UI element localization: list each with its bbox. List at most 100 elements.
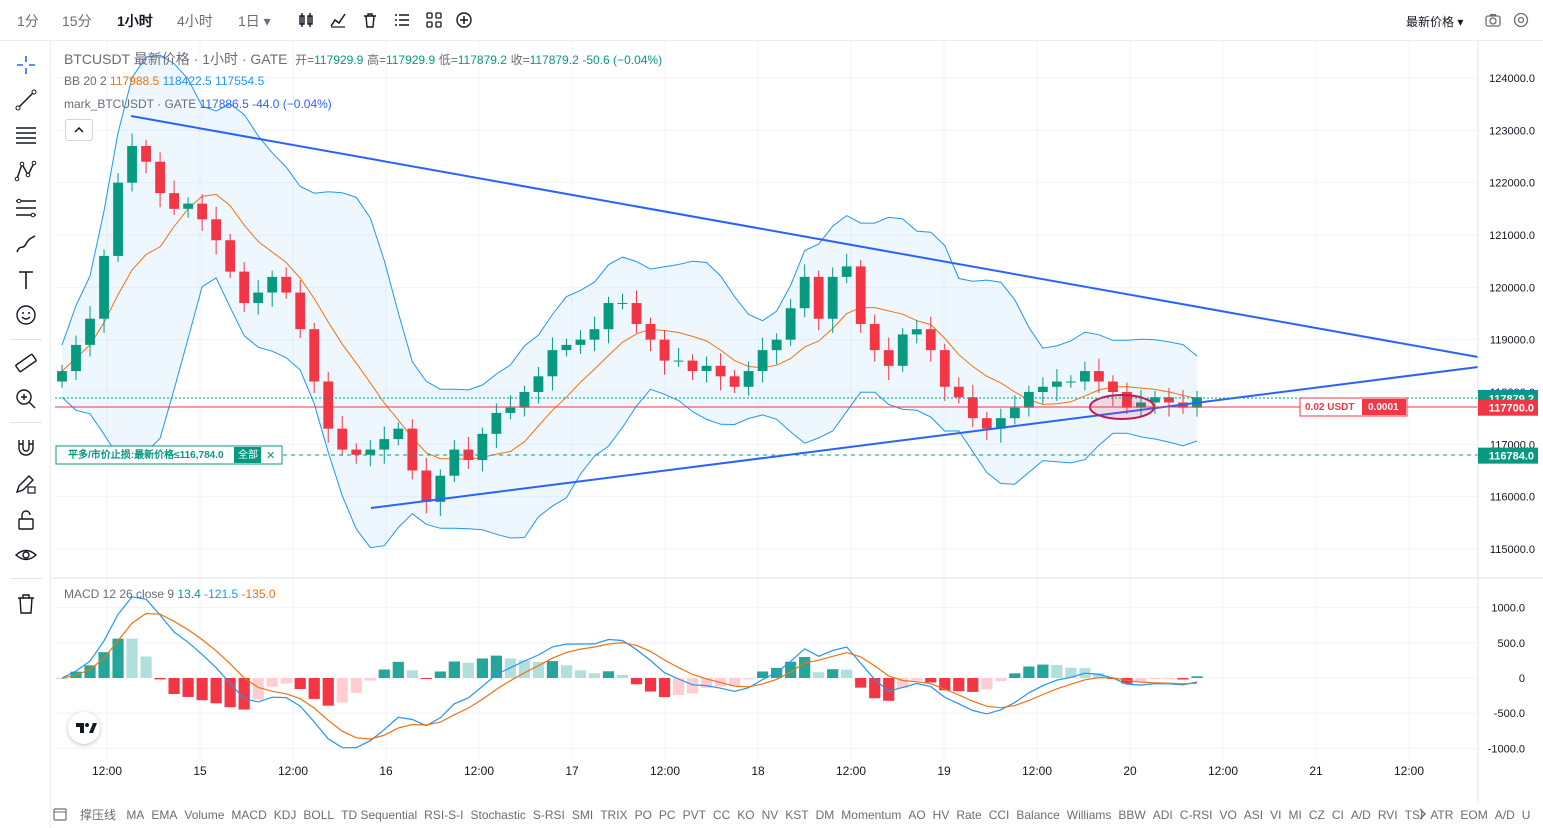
chevron-right-icon[interactable] — [1415, 807, 1429, 821]
tradingview-logo[interactable] — [68, 712, 100, 744]
magnet-icon[interactable] — [14, 436, 38, 460]
indicator-a-d[interactable]: A/D — [1494, 808, 1515, 822]
lower-trendline[interactable] — [370, 366, 1479, 509]
indicator-pc[interactable]: PC — [658, 808, 676, 822]
add-icon[interactable] — [455, 11, 473, 29]
macd-axis[interactable]: 1000.0 500.0 0 -500.0 -1000.0 — [1488, 603, 1525, 756]
indicator-mi[interactable]: MI — [1288, 808, 1302, 822]
indicator-s-rsi[interactable]: S-RSI — [532, 808, 565, 822]
indicator-macd[interactable]: MACD — [231, 808, 267, 822]
indicator-c-rsi[interactable]: C-RSI — [1179, 808, 1213, 822]
position-label[interactable]: 0.02 USDT 0.0001 — [1299, 397, 1408, 417]
macd-bar — [406, 670, 418, 678]
ruler-icon[interactable] — [14, 351, 38, 375]
fib-icon[interactable] — [14, 196, 38, 220]
layouts-icon[interactable] — [425, 11, 443, 29]
timeframe-1m[interactable]: 1分 — [17, 13, 39, 29]
indicator-bbw[interactable]: BBW — [1118, 808, 1146, 822]
eye-icon[interactable] — [14, 543, 38, 567]
price-axis[interactable]: 124000.0 123000.0 122000.0 121000.0 120000.0… — [1489, 73, 1535, 556]
indicator-trix[interactable]: TRIX — [600, 808, 628, 822]
indicator-support-resistance[interactable]: 撑压线 — [80, 808, 117, 822]
settings-icon[interactable] — [1512, 11, 1530, 29]
candle-style-icon[interactable] — [297, 11, 315, 29]
indicator-ko[interactable]: KO — [737, 808, 755, 822]
mark-price-legend[interactable]: mark_BTCUSDT · GATE 117886.5 -44.0 (−0.0… — [64, 97, 332, 111]
collapse-legend-button[interactable] — [65, 119, 93, 141]
candle-body — [211, 219, 222, 241]
delete-icon[interactable] — [361, 11, 379, 29]
indicator-balance[interactable]: Balance — [1016, 808, 1060, 822]
indicator-ema[interactable]: EMA — [151, 808, 178, 822]
trash-icon[interactable] — [14, 592, 38, 616]
symbol-title[interactable]: BTCUSDT 最新价格 · 1小时 · GATE — [64, 51, 288, 67]
timeframe-1h[interactable]: 1小时 — [117, 13, 153, 29]
indicator-cc[interactable]: CC — [712, 808, 731, 822]
indicator-kdj[interactable]: KDJ — [273, 808, 297, 822]
indicator-asi[interactable]: ASI — [1243, 808, 1264, 822]
indicator-a-d[interactable]: A/D — [1350, 808, 1371, 822]
indicator-smi[interactable]: SMI — [571, 808, 594, 822]
timeframe-4h[interactable]: 4小时 — [177, 13, 213, 29]
price-chart[interactable]: 124000.0 123000.0 122000.0 121000.0 120000.0… — [50, 41, 1543, 803]
indicator-vo[interactable]: VO — [1219, 808, 1237, 822]
indicator-williams[interactable]: Williams — [1066, 808, 1112, 822]
indicator-nv[interactable]: NV — [761, 808, 779, 822]
brush-icon[interactable] — [14, 232, 38, 256]
timeframe-15m[interactable]: 15分 — [62, 13, 92, 29]
indicator-ao[interactable]: AO — [908, 808, 926, 822]
upper-trendline[interactable] — [130, 115, 1479, 358]
list-icon[interactable] — [393, 11, 411, 29]
close-all-button[interactable] — [234, 447, 261, 463]
timeframe-1d-dropdown[interactable]: 1日 ▾ — [238, 13, 271, 29]
bb-legend[interactable]: BB 20 2 117988.5 118422.5 117554.5 — [64, 74, 264, 88]
candle-body — [1136, 402, 1146, 408]
stop-order-label[interactable]: 平多/市价止损:最新价格≤116,784.0 全部 ✕ — [55, 445, 283, 465]
lock-drawing-icon[interactable] — [14, 472, 38, 496]
indicator-rate[interactable]: Rate — [956, 808, 982, 822]
indicator-pvt[interactable]: PVT — [682, 808, 706, 822]
lock-icon[interactable] — [14, 508, 38, 532]
indicator-adi[interactable]: ADI — [1152, 808, 1173, 822]
macd-bar — [841, 669, 853, 678]
indicators-icon[interactable] — [329, 11, 347, 29]
time-axis[interactable]: 12:00 15 12:00 16 12:00 17 12:00 18 12:00 19 12:00… — [92, 764, 1424, 778]
indicator-u[interactable]: U — [1521, 808, 1531, 822]
indicator-momentum[interactable]: Momentum — [841, 808, 902, 822]
indicator-kst[interactable]: KST — [785, 808, 809, 822]
trendline-icon[interactable] — [14, 88, 38, 112]
macd-legend[interactable]: MACD 12 26 close 9 13.4 -121.5 -135.0 — [64, 587, 276, 601]
zoom-icon[interactable] — [14, 387, 38, 411]
indicator-dm[interactable]: DM — [815, 808, 835, 822]
text-icon[interactable] — [14, 268, 38, 292]
horizontal-lines-icon[interactable] — [14, 123, 38, 147]
indicator-cz[interactable]: CZ — [1308, 808, 1325, 822]
emoji-icon[interactable] — [14, 303, 38, 327]
indicator-ma[interactable]: MA — [126, 808, 145, 822]
indicator-stochastic[interactable]: Stochastic — [470, 808, 526, 822]
indicator-rvi[interactable]: RVI — [1377, 808, 1398, 822]
indicator-po[interactable]: PO — [634, 808, 652, 822]
indicator-atr[interactable]: ATR — [1430, 808, 1454, 822]
camera-icon[interactable] — [1484, 11, 1502, 29]
indicator-ci[interactable]: CI — [1331, 808, 1344, 822]
pattern-icon[interactable] — [14, 159, 38, 183]
indicator-vi[interactable]: VI — [1270, 808, 1282, 822]
calendar-icon[interactable] — [53, 807, 67, 821]
macd-bar — [743, 678, 755, 680]
indicator-tsi[interactable]: TSI — [1404, 808, 1424, 822]
cancel-order-icon[interactable]: ✕ — [266, 450, 275, 462]
symbol-legend: BTCUSDT 最新价格 · 1小时 · GATE 开=117929.9 高=1… — [64, 49, 662, 69]
macd-bar — [112, 638, 124, 678]
price-type-dropdown[interactable]: 最新价格 ▾ — [1406, 15, 1464, 29]
candle-body — [617, 303, 628, 305]
indicator-cci[interactable]: CCI — [988, 808, 1010, 822]
macd-bar — [238, 678, 250, 710]
crosshair-icon[interactable] — [14, 53, 38, 77]
indicator-boll[interactable]: BOLL — [303, 808, 335, 822]
indicator-rsi-s-i[interactable]: RSI-S-I — [424, 808, 464, 822]
indicator-eom[interactable]: EOM — [1460, 808, 1488, 822]
indicator-hv[interactable]: HV — [932, 808, 950, 822]
indicator-volume[interactable]: Volume — [184, 808, 225, 822]
indicator-td-sequential[interactable]: TD Sequential — [341, 808, 418, 822]
